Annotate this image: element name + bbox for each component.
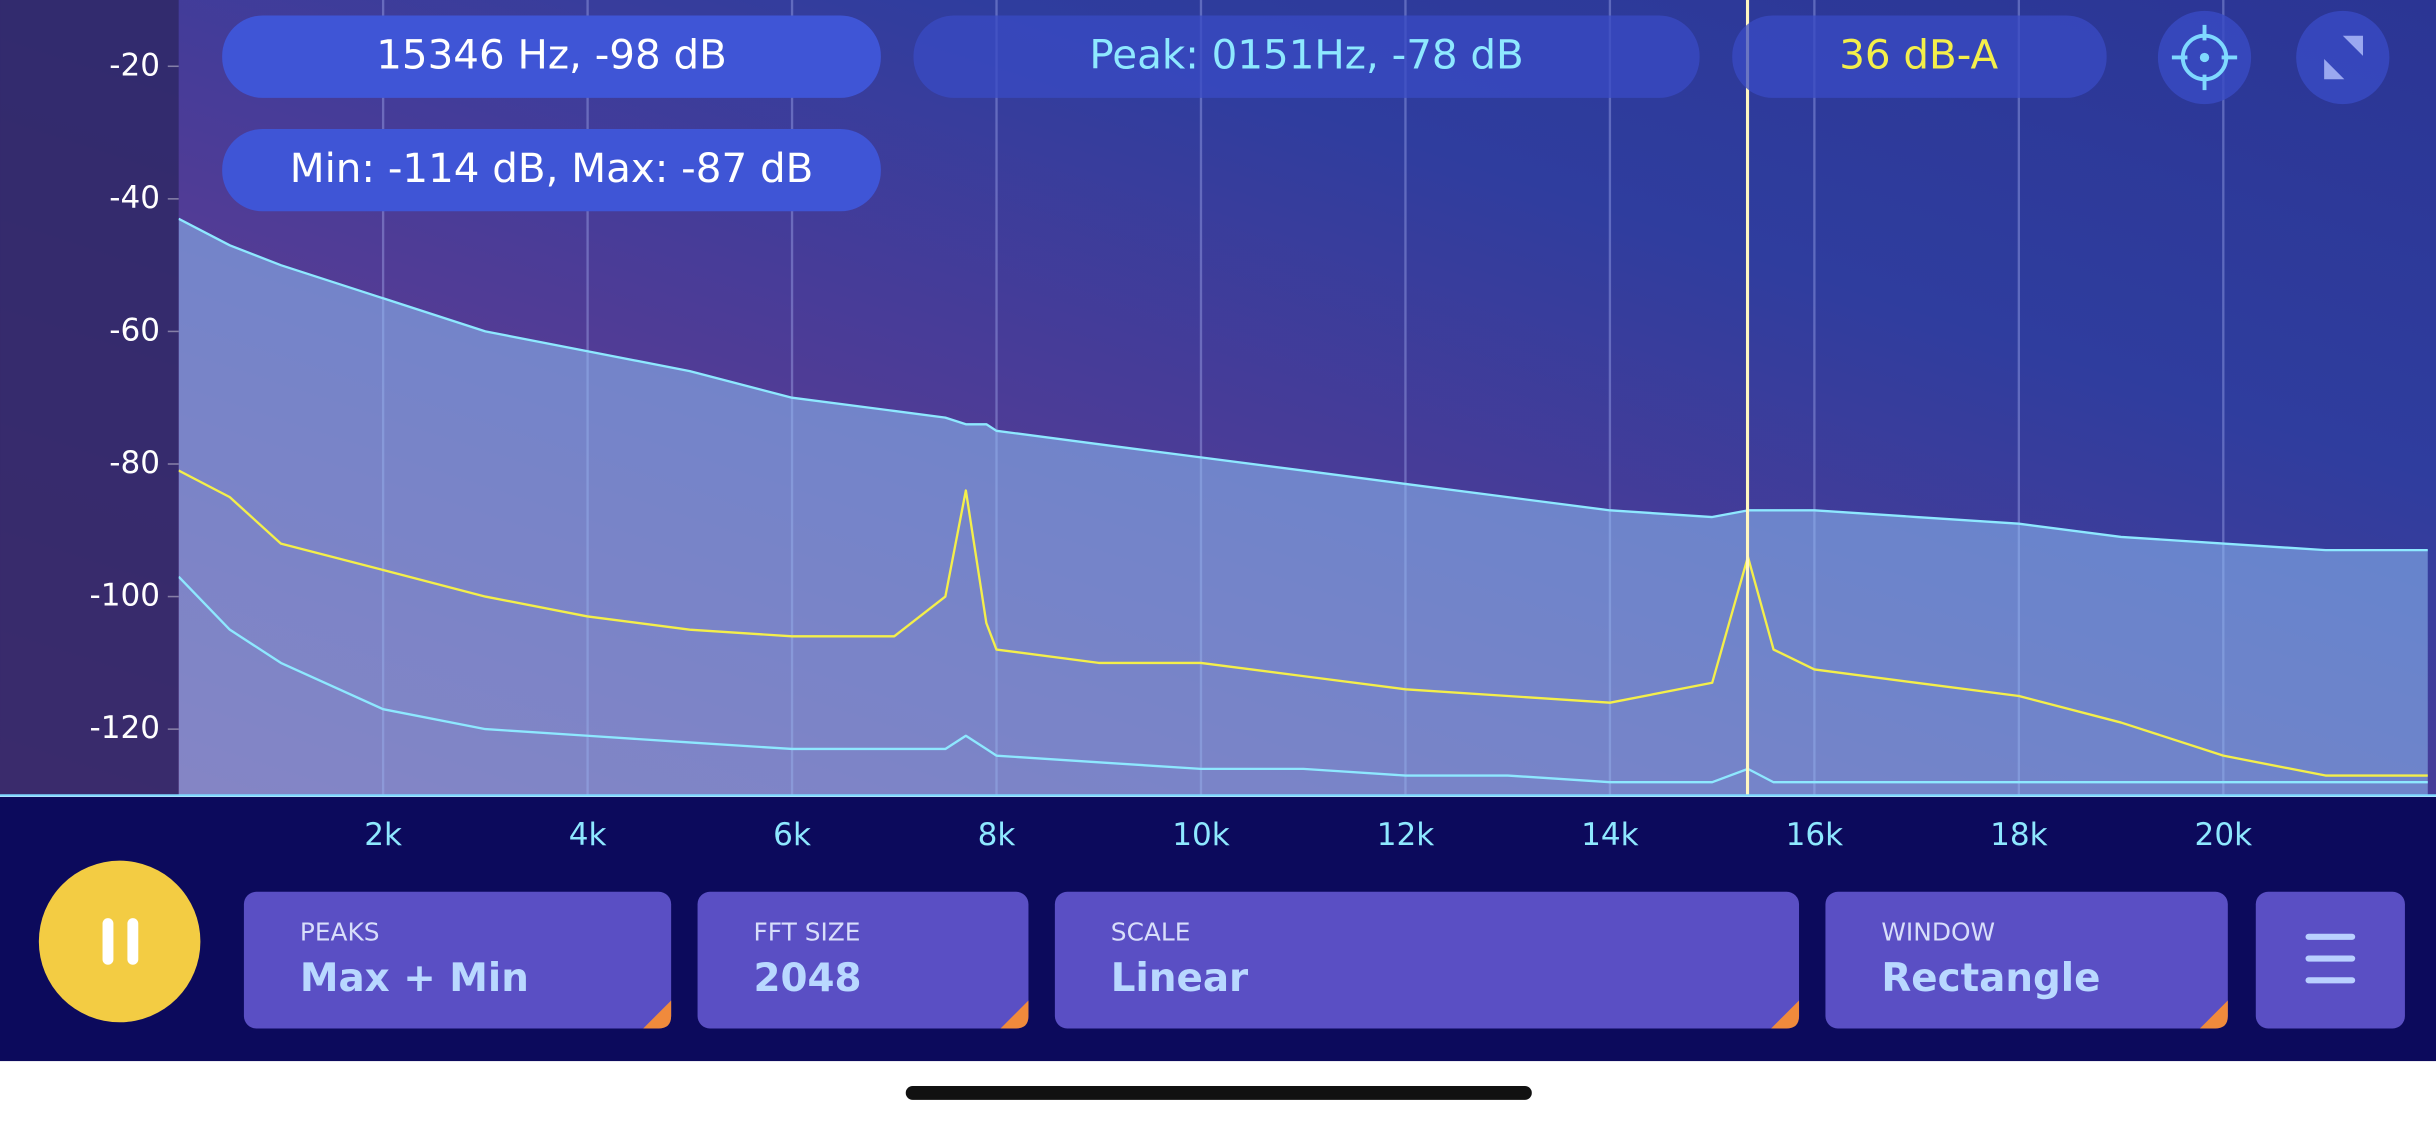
x-tick-label: 20k [2195, 817, 2253, 853]
x-tick-label: 6k [773, 817, 811, 853]
peak-readout: Peak: 0151Hz, -78 dB [1089, 31, 1523, 78]
controls: PEAKS Max + Min FFT SIZE 2048 SCALE Linear WIN… [243, 891, 2228, 1029]
control-label: PEAKS [300, 918, 380, 947]
x-tick-label: 4k [569, 817, 607, 853]
level-pill [1732, 15, 2107, 98]
pause-button[interactable] [38, 860, 201, 1023]
x-tick-label: 14k [1581, 817, 1639, 853]
corner-flag [643, 1000, 672, 1029]
readout-pill [222, 15, 881, 98]
range-pill [222, 128, 881, 212]
x-tick-label: 12k [1377, 817, 1435, 853]
control-value: Max + Min [300, 956, 529, 1001]
x-tick-label: 2k [364, 817, 402, 853]
control-button[interactable] [243, 891, 672, 1029]
spectrum-line [178, 469, 2428, 777]
y-tick-label: -60 [109, 312, 160, 348]
corner-flag [1771, 1000, 1800, 1029]
control-button[interactable] [697, 891, 1029, 1029]
spectrum-line [178, 575, 2428, 784]
control-label: FFT SIZE [753, 918, 860, 947]
level-readout: 36 dB-A [1839, 31, 1998, 78]
x-tick-label: 10k [1172, 817, 1230, 853]
peak-pill [913, 15, 1700, 98]
y-tick-label: -40 [109, 180, 160, 216]
control-value: Linear [1111, 956, 1249, 1001]
y-tick-label: -100 [90, 578, 161, 614]
range-readout: Min: -114 dB, Max: -87 dB [290, 145, 814, 192]
control-value: 2048 [753, 956, 861, 1001]
x-tick-label: 16k [1786, 817, 1844, 853]
y-tick-label: -120 [90, 710, 161, 746]
expand-button[interactable] [2296, 10, 2390, 105]
control-value: Rectangle [1881, 956, 2100, 1001]
spectrum-line [178, 217, 2428, 552]
x-tick-label: 18k [1990, 817, 2048, 853]
crosshair-button[interactable] [2157, 10, 2252, 105]
y-axis-panel [0, 0, 179, 796]
control-button[interactable] [1054, 891, 1800, 1029]
control-label: WINDOW [1881, 918, 1995, 947]
cursor-readout: 15346 Hz, -98 dB [376, 31, 727, 78]
max-area [178, 218, 2428, 796]
x-tick-label: 8k [978, 817, 1016, 853]
home-indicator [905, 1085, 1532, 1100]
control-button[interactable] [1825, 891, 2228, 1029]
y-tick-label: -20 [109, 47, 160, 83]
y-tick-label: -80 [109, 445, 160, 481]
control-label: SCALE [1111, 918, 1191, 947]
axes: 2k 4k 6k 8k 10k 12k 14k 16k 18k 20k -20 -40 -60 -80 -1… [90, 47, 2253, 853]
menu-button[interactable] [2255, 891, 2405, 1029]
corner-flag [1000, 1000, 1029, 1029]
